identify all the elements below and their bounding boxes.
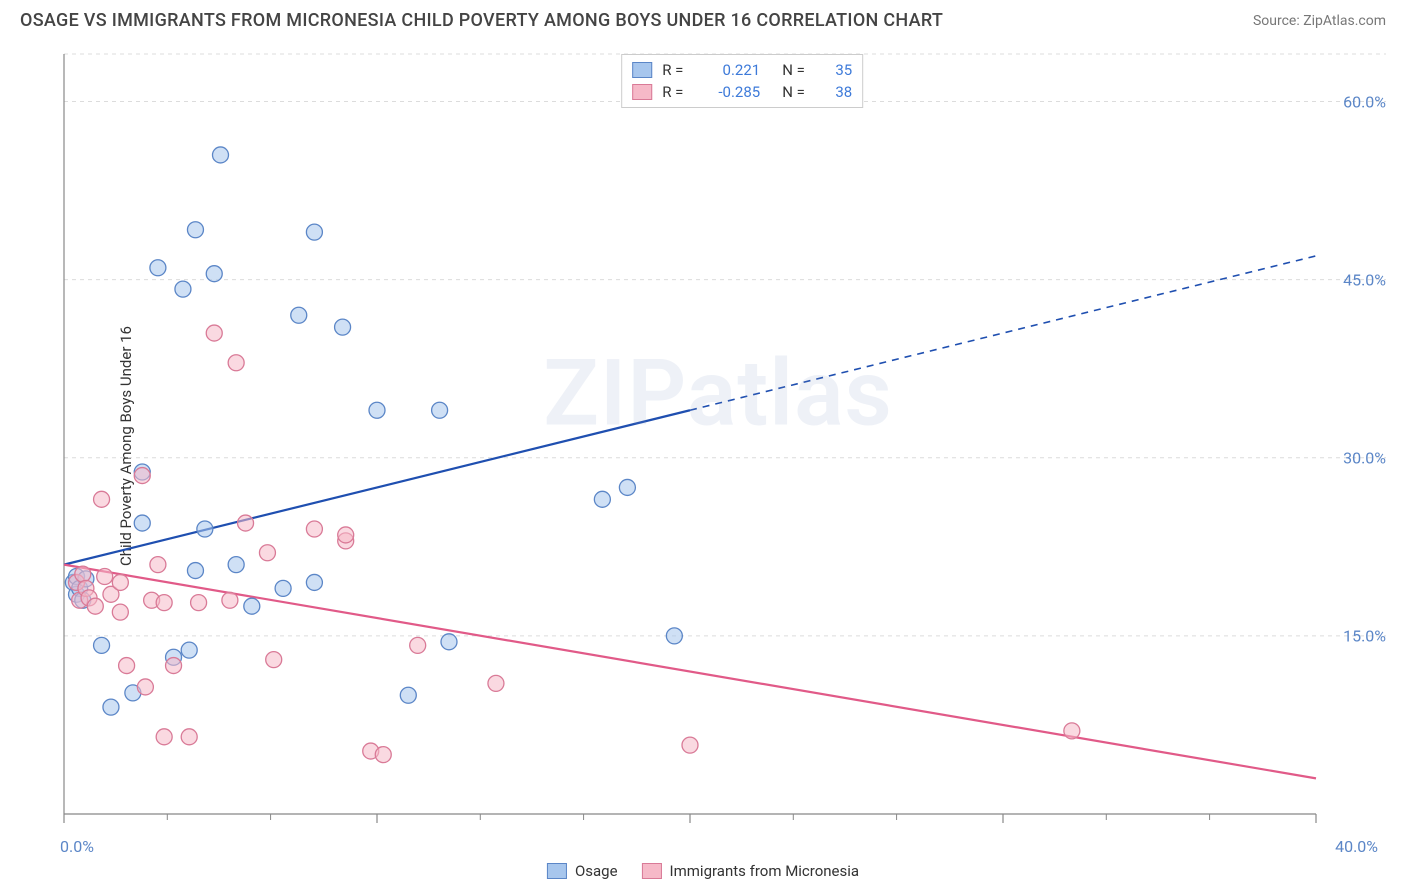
plot-area: ZIPatlas R =0.221N =35R =-0.285N =38 bbox=[50, 50, 1386, 832]
x-tick-label: 40.0% bbox=[1335, 837, 1378, 856]
legend-swatch bbox=[642, 863, 662, 879]
legend-swatch bbox=[632, 84, 652, 100]
legend-swatch bbox=[632, 62, 652, 78]
chart-title: OSAGE VS IMMIGRANTS FROM MICRONESIA CHIL… bbox=[20, 10, 943, 31]
y-tick-label: 60.0% bbox=[1343, 92, 1386, 111]
series-legend-item: Osage bbox=[547, 862, 618, 880]
legend-swatch bbox=[547, 863, 567, 879]
y-tick-label: 15.0% bbox=[1343, 626, 1386, 645]
series-legend-label: Immigrants from Micronesia bbox=[670, 862, 860, 880]
y-tick-label: 30.0% bbox=[1343, 448, 1386, 467]
series-legend-label: Osage bbox=[575, 862, 618, 880]
series-legend: Osage Immigrants from Micronesia bbox=[547, 862, 859, 880]
stats-legend-row: R =-0.285N =38 bbox=[632, 81, 852, 103]
series-legend-item: Immigrants from Micronesia bbox=[642, 862, 860, 880]
stats-legend-row: R =0.221N =35 bbox=[632, 59, 852, 81]
scatter-chart bbox=[50, 50, 1386, 832]
stats-legend: R =0.221N =35R =-0.285N =38 bbox=[621, 54, 863, 108]
source-label: Source: ZipAtlas.com bbox=[1253, 13, 1386, 29]
x-tick-label: 0.0% bbox=[60, 837, 94, 856]
y-tick-label: 45.0% bbox=[1343, 270, 1386, 289]
